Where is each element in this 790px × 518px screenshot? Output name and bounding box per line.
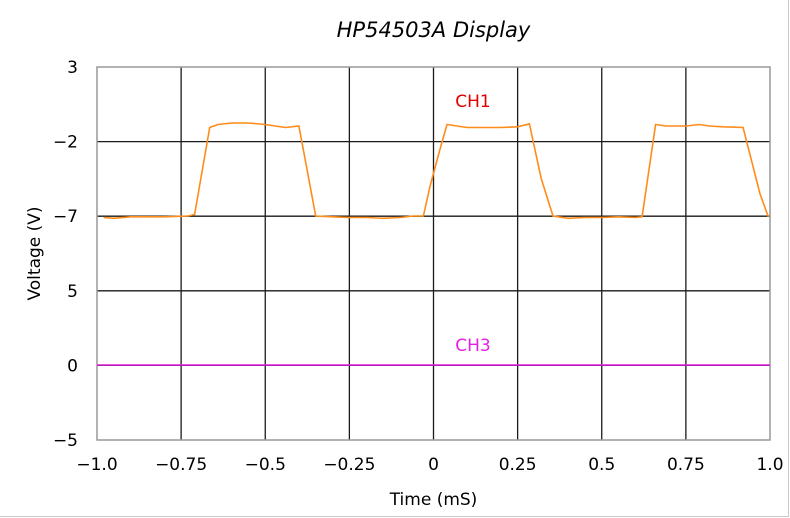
y-tick-label: 5 bbox=[67, 282, 78, 302]
x-tick-label: −1.0 bbox=[76, 455, 117, 475]
x-tick-label: 0.25 bbox=[499, 455, 537, 475]
series-line-ch1 bbox=[103, 122, 770, 220]
x-tick-label: 1.0 bbox=[756, 455, 783, 475]
x-tick-label: −0.5 bbox=[245, 455, 286, 475]
series bbox=[97, 122, 770, 366]
grid bbox=[97, 67, 770, 440]
y-axis-label: Voltage (V) bbox=[25, 206, 45, 300]
x-axis-label: Time (mS) bbox=[389, 490, 478, 510]
series-label-ch1: CH1 bbox=[455, 92, 490, 112]
plot-border bbox=[96, 66, 771, 441]
y-tick-label: 3 bbox=[67, 58, 78, 78]
y-tick-label: −2 bbox=[53, 133, 78, 153]
x-tick-label: 0.5 bbox=[588, 455, 615, 475]
x-tick-label: 0.75 bbox=[667, 455, 705, 475]
y-tick-label: −5 bbox=[53, 431, 78, 451]
series-label-ch3: CH3 bbox=[455, 336, 490, 356]
series-labels: CH1 CH3 bbox=[455, 92, 490, 356]
x-tick-label: 0 bbox=[428, 455, 439, 475]
y-tick-labels: 3 −2 −7 5 0 −5 bbox=[53, 58, 78, 451]
x-tick-label: −0.75 bbox=[155, 455, 207, 475]
chart-title: HP54503A Display bbox=[337, 18, 531, 42]
y-tick-label: −7 bbox=[53, 207, 78, 227]
x-tick-labels: −1.0 −0.75 −0.5 −0.25 0 0.25 0.5 0.75 1.0 bbox=[76, 455, 783, 475]
x-tick-label: −0.25 bbox=[323, 455, 375, 475]
y-tick-label: 0 bbox=[67, 356, 78, 376]
